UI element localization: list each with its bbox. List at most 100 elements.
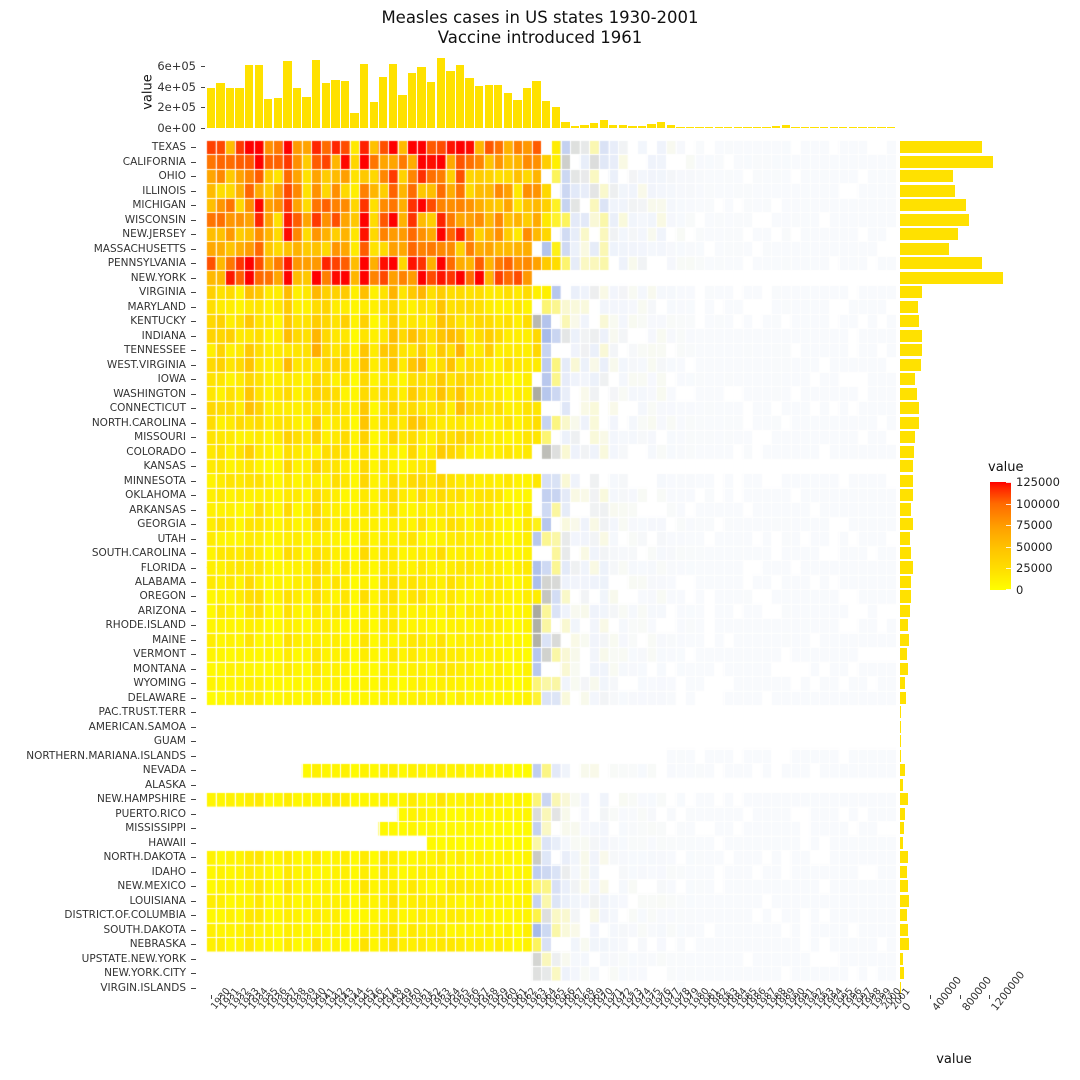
state-total-bar — [900, 749, 901, 762]
state-axis-tick — [191, 857, 196, 858]
year-total-bar — [791, 127, 800, 128]
legend-tick-label: 50000 — [1016, 539, 1053, 554]
state-total-bar — [900, 880, 909, 893]
year-axis-tick — [431, 995, 432, 999]
state-total-bar — [900, 517, 914, 531]
year-axis-tick — [862, 995, 863, 999]
state-label: NORTH.DAKOTA — [103, 851, 186, 864]
year-total-bar — [254, 64, 263, 128]
state-total-bar — [900, 402, 919, 415]
state-axis-tick — [191, 973, 196, 974]
state-axis-tick — [191, 321, 196, 322]
state-label: HAWAII — [148, 836, 186, 849]
year-axis-tick — [498, 995, 499, 999]
year-total-bar — [455, 64, 465, 128]
top-axis-tick-label: 2e+05 — [157, 100, 196, 115]
state-label: ARKANSAS — [129, 503, 186, 516]
year-axis-tick — [220, 995, 221, 999]
year-total-bar — [398, 95, 407, 128]
year-axis-tick — [249, 995, 250, 999]
state-axis-tick — [191, 727, 196, 728]
year-total-bar — [752, 127, 762, 128]
year-axis-ticks — [206, 995, 896, 1009]
state-axis-tick — [191, 582, 196, 583]
state-total-bar — [900, 735, 901, 748]
legend-tick — [1006, 589, 1011, 590]
year-axis-tick — [728, 995, 729, 999]
year-total-bar — [704, 127, 714, 128]
state-label: OREGON — [139, 590, 186, 603]
state-total-bar — [900, 358, 922, 371]
year-total-bar — [407, 72, 417, 128]
year-total-bar — [331, 79, 340, 128]
legend-ticks — [990, 482, 1011, 590]
state-total-bar — [900, 691, 906, 704]
state-total-bar — [900, 445, 914, 458]
year-axis-tick — [383, 995, 384, 999]
state-axis-tick — [191, 698, 196, 699]
state-axis-tick — [191, 741, 196, 742]
state-label: DELAWARE — [127, 691, 186, 704]
year-total-bar — [513, 99, 522, 128]
state-label: PAC.TRUST.TERR — [98, 706, 186, 719]
state-axis-tick — [191, 770, 196, 771]
state-axis-tick — [191, 799, 196, 800]
state-label: UTAH — [157, 532, 186, 545]
year-axis-tick — [786, 995, 787, 999]
state-label: COLORADO — [126, 445, 186, 458]
state-axis-tick — [191, 988, 196, 989]
year-axis-tick — [671, 995, 672, 999]
state-label: WISCONSIN — [124, 213, 186, 226]
state-total-bar — [900, 909, 908, 922]
state-total-bar — [900, 170, 954, 183]
state-axis-tick — [191, 843, 196, 844]
state-label: IDAHO — [151, 865, 186, 878]
state-total-bar — [900, 923, 908, 936]
year-total-bar — [302, 97, 311, 128]
year-total-bar — [685, 126, 695, 128]
year-axis-tick — [364, 995, 365, 999]
year-axis-tick — [240, 995, 241, 999]
state-total-bar — [900, 141, 983, 154]
year-total-bar — [379, 76, 388, 128]
year-total-bar — [359, 64, 369, 128]
state-label: NEW.YORK.CITY — [104, 967, 186, 980]
state-total-bar — [900, 431, 916, 444]
state-axis-tick — [191, 539, 196, 540]
legend-gradient-bar — [990, 482, 1011, 590]
state-label: OKLAHOMA — [125, 489, 186, 502]
year-axis-tick — [747, 995, 748, 999]
state-axis-tick — [191, 901, 196, 902]
year-total-bar — [474, 85, 484, 128]
state-label: IOWA — [157, 373, 186, 386]
state-axis-tick — [191, 944, 196, 945]
state-total-bar — [900, 865, 908, 878]
state-total-bar — [900, 619, 909, 632]
year-total-bar — [676, 126, 685, 128]
year-axis-tick — [412, 995, 413, 999]
year-total-bar — [637, 125, 647, 128]
state-total-bar — [900, 315, 919, 328]
state-total-bar — [900, 822, 904, 835]
year-total-bar — [350, 112, 359, 128]
state-totals-bar-chart — [900, 140, 1008, 995]
state-total-bar — [900, 474, 914, 487]
legend-title: value — [988, 460, 1024, 475]
year-axis-tick — [230, 995, 231, 999]
year-total-bar — [647, 123, 656, 128]
state-total-bar — [900, 344, 922, 357]
state-label: KENTUCKY — [130, 315, 186, 328]
state-total-bar — [900, 271, 1003, 284]
state-label: VIRGINIA — [139, 286, 186, 299]
state-axis-tick — [191, 495, 196, 496]
year-axis-tick — [335, 995, 336, 999]
state-axis-tick — [191, 814, 196, 815]
legend-tick — [1006, 482, 1011, 483]
year-axis-tick — [834, 995, 835, 999]
state-total-bar — [900, 648, 908, 661]
state-axis-tick — [191, 394, 196, 395]
year-total-bar — [848, 127, 858, 128]
year-axis-tick — [259, 995, 260, 999]
state-label: VIRGIN.ISLANDS — [100, 981, 186, 994]
year-total-bar — [657, 122, 666, 128]
